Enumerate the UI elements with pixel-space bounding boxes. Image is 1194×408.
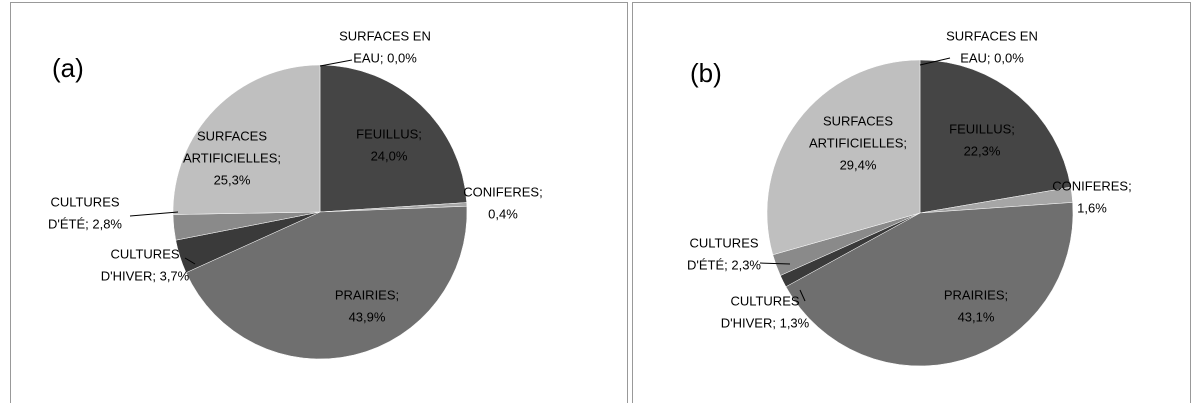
- data-label: 25,3%: [214, 172, 251, 187]
- data-label: PRAIRIES;: [335, 287, 399, 302]
- pie-slice: [185, 205, 468, 360]
- leader-line: [184, 257, 196, 265]
- data-label: 1,6%: [1077, 200, 1107, 215]
- chart-title: (b): [690, 58, 722, 88]
- pie-slice: [172, 64, 321, 215]
- data-label: CULTURES: [110, 246, 179, 261]
- pie-slice: [785, 202, 1074, 367]
- data-label: ARTIFICIELLES;: [809, 135, 907, 150]
- data-label: SURFACES EN: [946, 28, 1038, 43]
- data-label: D'HIVER; 1,3%: [721, 315, 810, 330]
- data-label: 29,4%: [840, 157, 877, 172]
- chart-title: (a): [52, 53, 84, 83]
- data-label: D'HIVER; 3,7%: [101, 268, 190, 283]
- data-label: EAU; 0,0%: [353, 50, 417, 65]
- data-label: 24,0%: [371, 148, 408, 163]
- pie-slice: [319, 64, 467, 213]
- data-label: EAU; 0,0%: [960, 50, 1024, 65]
- leader-line: [799, 289, 806, 302]
- data-label: SURFACES EN: [339, 28, 431, 43]
- data-label: CONIFERES;: [463, 184, 542, 199]
- data-label: 43,9%: [349, 309, 386, 324]
- data-label: CONIFERES;: [1052, 178, 1131, 193]
- data-label: 0,4%: [488, 206, 518, 221]
- data-label: D'ÉTÉ; 2,3%: [687, 257, 761, 272]
- data-label: ARTIFICIELLES;: [183, 150, 281, 165]
- data-label: CULTURES: [689, 235, 758, 250]
- pie-slice: [919, 59, 1072, 214]
- leader-line: [129, 211, 179, 217]
- leader-line: [319, 59, 353, 67]
- pie-slice: [766, 59, 921, 256]
- leader-line: [919, 57, 951, 66]
- data-label: CULTURES: [730, 293, 799, 308]
- data-label: CULTURES: [50, 194, 119, 209]
- data-label: FEUILLUS;: [949, 121, 1015, 136]
- data-label: D'ÉTÉ; 2,8%: [48, 216, 122, 231]
- data-label: 43,1%: [958, 309, 995, 324]
- leader-line: [759, 262, 791, 265]
- data-label: PRAIRIES;: [944, 287, 1008, 302]
- data-label: SURFACES: [197, 128, 267, 143]
- data-label: SURFACES: [823, 113, 893, 128]
- data-label: FEUILLUS;: [356, 126, 422, 141]
- data-label: 22,3%: [964, 143, 1001, 158]
